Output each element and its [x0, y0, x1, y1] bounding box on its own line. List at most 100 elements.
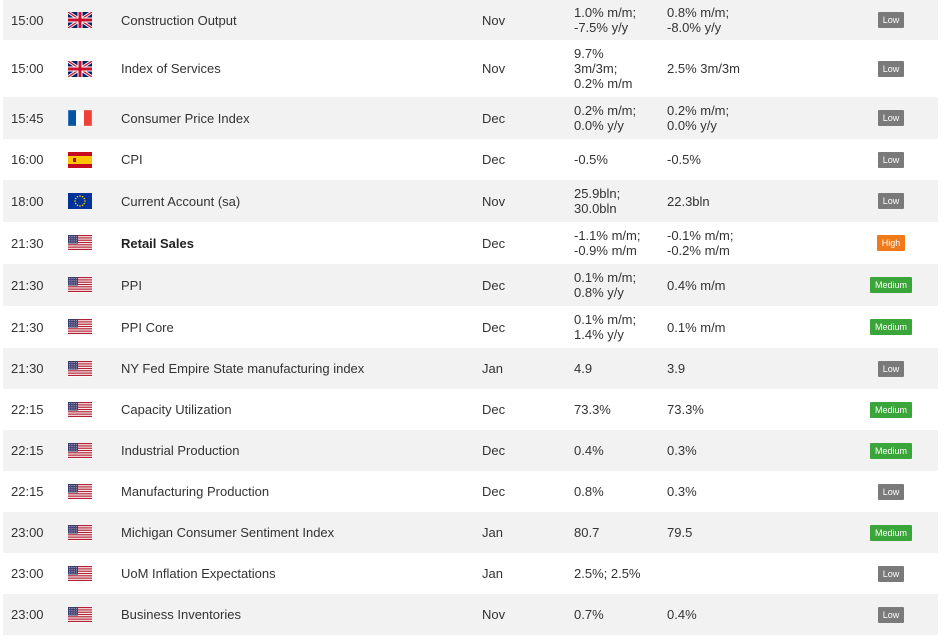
us-flag-icon — [68, 565, 92, 582]
importance-badge: Low — [877, 360, 905, 377]
time-cell: 16:00 — [11, 152, 44, 167]
previous-value: 79.5 — [667, 525, 693, 540]
previous-value: 22.3bln — [667, 193, 710, 209]
actual-value: 2.5%; 2.5% — [574, 566, 641, 581]
period-cell: Jan — [482, 566, 503, 581]
event-name[interactable]: Construction Output — [121, 12, 237, 28]
event-name[interactable]: Industrial Production — [121, 443, 240, 458]
importance-badge: Low — [877, 193, 905, 209]
event-name[interactable]: Current Account (sa) — [121, 193, 241, 209]
period-cell: Nov — [482, 12, 506, 28]
actual-value: -0.5% — [574, 152, 608, 167]
time-cell: 23:00 — [11, 566, 44, 581]
time-cell: 21:30 — [11, 277, 44, 293]
importance-badge: Medium — [869, 319, 912, 335]
table-row[interactable]: 18:00 Current Account (sa) Nov 25.9bln; … — [3, 180, 938, 222]
event-name[interactable]: PPI Core — [121, 319, 174, 335]
actual-value: 4.9 — [574, 361, 593, 376]
table-row[interactable]: 15:00 Index of Services Nov 9.7% 3m/3m; … — [3, 40, 938, 97]
table-row[interactable]: 23:00 Business Inventories Nov 0.7% 0.4%… — [3, 594, 938, 635]
actual-value: 0.8% — [574, 484, 604, 499]
uk-flag-icon — [68, 60, 92, 77]
time-cell: 22:15 — [11, 443, 44, 458]
importance-badge: Low — [877, 483, 905, 500]
importance-badge: High — [876, 235, 906, 251]
actual-value: 73.3% — [574, 402, 611, 417]
period-cell: Nov — [482, 193, 506, 209]
importance-badge: Medium — [869, 442, 912, 459]
time-cell: 23:00 — [11, 607, 44, 622]
importance-badge: Medium — [869, 524, 912, 541]
event-name[interactable]: PPI — [121, 277, 142, 293]
previous-value — [667, 553, 787, 594]
time-cell: 15:45 — [11, 110, 44, 126]
previous-value: 0.4% — [667, 607, 697, 622]
previous-value: 0.8% m/m; -8.0% y/y — [667, 5, 730, 35]
event-name[interactable]: Business Inventories — [121, 607, 241, 622]
table-row[interactable]: 21:30 Retail Sales Dec -1.1% m/m; -0.9% … — [3, 222, 938, 264]
actual-value: 1.0% m/m; -7.5% y/y — [574, 5, 637, 35]
actual-value: 80.7 — [574, 525, 600, 540]
eu-flag-icon — [68, 193, 92, 209]
event-name[interactable]: CPI — [121, 152, 143, 167]
table-row[interactable]: 16:00 CPI Dec -0.5% -0.5% Low — [3, 139, 938, 180]
importance-badge: Low — [877, 12, 905, 28]
importance-badge: Low — [877, 606, 905, 623]
actual-value: 0.2% m/m; 0.0% y/y — [574, 103, 637, 133]
importance-badge: Medium — [869, 401, 912, 418]
time-cell: 21:30 — [11, 235, 44, 251]
period-cell: Dec — [482, 484, 506, 499]
period-cell: Dec — [482, 110, 506, 126]
period-cell: Jan — [482, 361, 503, 376]
event-name[interactable]: Index of Services — [121, 61, 221, 76]
table-row[interactable]: 22:15 Manufacturing Production Dec 0.8% … — [3, 471, 938, 512]
actual-value: 0.7% — [574, 607, 604, 622]
event-name[interactable]: Capacity Utilization — [121, 402, 232, 417]
period-cell: Dec — [482, 152, 506, 167]
time-cell: 22:15 — [11, 484, 44, 499]
us-flag-icon — [68, 606, 92, 623]
time-cell: 21:30 — [11, 319, 44, 335]
table-row[interactable]: 15:00 Construction Output Nov 1.0% m/m; … — [3, 0, 938, 40]
table-row[interactable]: 15:45 Consumer Price Index Dec 0.2% m/m;… — [3, 97, 938, 139]
table-row[interactable]: 22:15 Capacity Utilization Dec 73.3% 73.… — [3, 389, 938, 430]
time-cell: 23:00 — [11, 525, 44, 540]
us-flag-icon — [68, 483, 92, 500]
time-cell: 15:00 — [11, 61, 44, 76]
importance-badge: Low — [877, 60, 905, 77]
event-name[interactable]: Michigan Consumer Sentiment Index — [121, 525, 335, 540]
event-name[interactable]: Retail Sales — [121, 235, 194, 251]
table-row[interactable]: 21:30 PPI Core Dec 0.1% m/m; 1.4% y/y 0.… — [3, 306, 938, 348]
previous-value: 0.2% m/m; 0.0% y/y — [667, 103, 730, 133]
previous-value: -0.5% — [667, 152, 701, 167]
event-name[interactable]: NY Fed Empire State manufacturing index — [121, 361, 365, 376]
importance-badge: Low — [877, 565, 905, 582]
actual-value: 0.1% m/m; 0.8% y/y — [574, 270, 637, 300]
actual-value: 0.4% — [574, 443, 604, 458]
table-row[interactable]: 21:30 PPI Dec 0.1% m/m; 0.8% y/y 0.4% m/… — [3, 264, 938, 306]
event-name[interactable]: Manufacturing Production — [121, 484, 270, 499]
event-name[interactable]: Consumer Price Index — [121, 110, 250, 126]
time-cell: 18:00 — [11, 193, 44, 209]
france-flag-icon — [68, 110, 92, 126]
previous-value: 0.3% — [667, 443, 697, 458]
us-flag-icon — [68, 277, 92, 293]
importance-badge: Medium — [869, 277, 912, 293]
period-cell: Nov — [482, 607, 506, 622]
time-cell: 22:15 — [11, 402, 44, 417]
table-row[interactable]: 21:30 NY Fed Empire State manufacturing … — [3, 348, 938, 389]
period-cell: Dec — [482, 235, 506, 251]
importance-badge: Low — [877, 110, 905, 126]
period-cell: Jan — [482, 525, 503, 540]
economic-calendar-table: 15:00 Construction Output Nov 1.0% m/m; … — [3, 0, 938, 635]
us-flag-icon — [68, 235, 92, 251]
previous-value: 0.1% m/m — [667, 319, 726, 335]
previous-value: 0.3% — [667, 484, 697, 499]
table-row[interactable]: 22:15 Industrial Production Dec 0.4% 0.3… — [3, 430, 938, 471]
previous-value: 3.9 — [667, 361, 686, 376]
table-row[interactable]: 23:00 Michigan Consumer Sentiment Index … — [3, 512, 938, 553]
table-row[interactable]: 23:00 UoM Inflation Expectations Jan 2.5… — [3, 553, 938, 594]
time-cell: 15:00 — [11, 12, 44, 28]
event-name[interactable]: UoM Inflation Expectations — [121, 566, 276, 581]
previous-value: -0.1% m/m; -0.2% m/m — [667, 228, 734, 258]
